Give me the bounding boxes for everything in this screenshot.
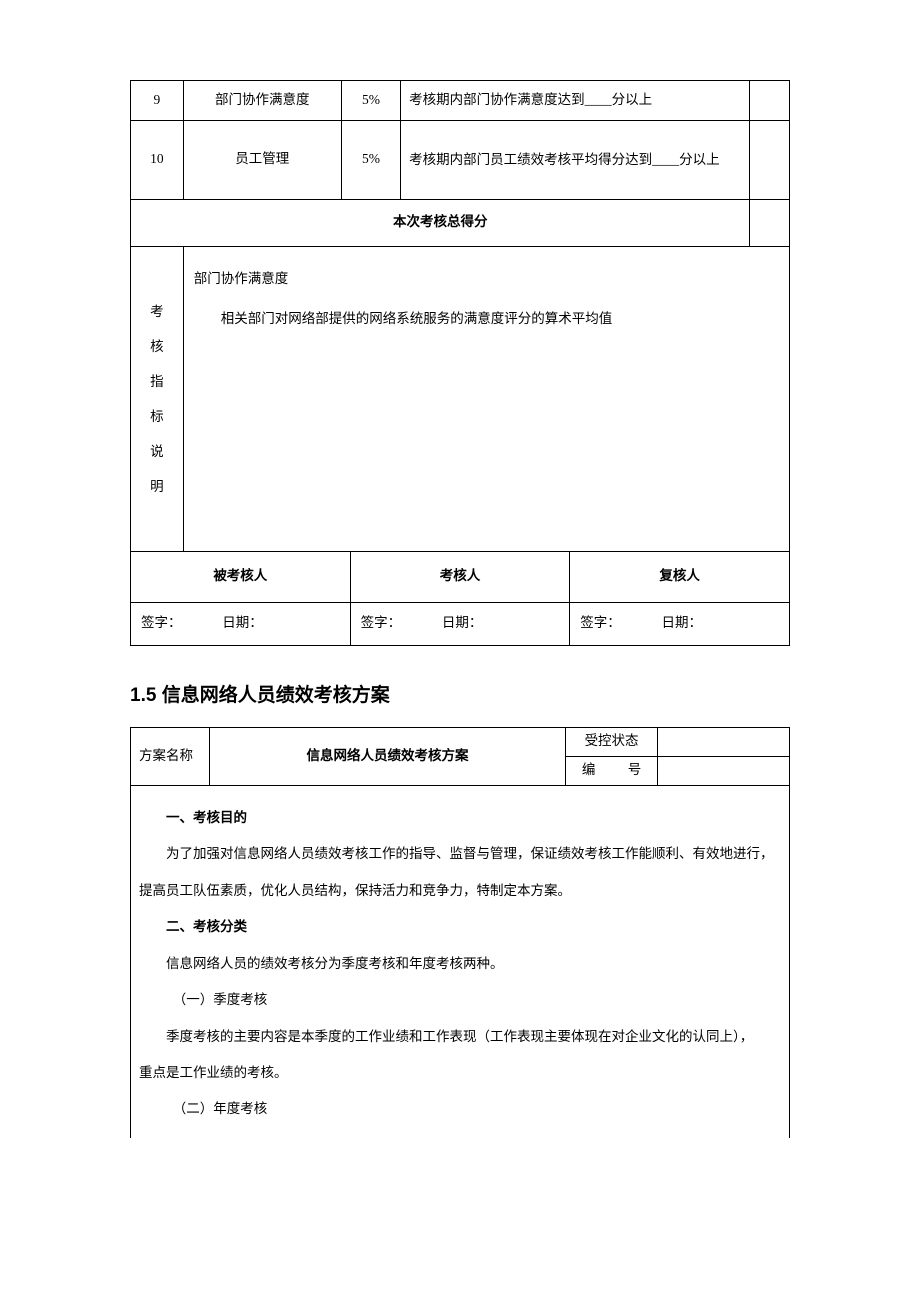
sig-fields-row: 签字： 日期： 签字： 日期： 签字： 日期： — [131, 602, 790, 645]
note-side-label: 考核指标说明 — [131, 246, 184, 551]
assessment-table: 9 部门协作满意度 5% 考核期内部门协作满意度达到____分以上 10 员工管… — [130, 80, 790, 552]
row-score — [750, 81, 790, 121]
body-heading: 二、考核分类 — [139, 909, 781, 945]
sig-cell: 签字： 日期： — [131, 602, 351, 645]
body-text: 提高员工队伍素质，优化人员结构，保持活力和竞争力，特制定本方案。 — [139, 873, 781, 909]
body-subheading: （一）季度考核 — [139, 982, 781, 1018]
body-text: 重点是工作业绩的考核。 — [139, 1055, 781, 1091]
signature-table: 被考核人 考核人 复核人 签字： 日期： 签字： 日期： 签字： 日期： — [130, 552, 790, 646]
sig-header: 被考核人 — [131, 552, 351, 603]
body-text: 为了加强对信息网络人员绩效考核工作的指导、监督与管理，保证绩效考核工作能顺利、有… — [139, 836, 781, 872]
row-item: 部门协作满意度 — [183, 81, 341, 121]
note-content: 部门协作满意度 相关部门对网络部提供的网络系统服务的满意度评分的算术平均值 — [183, 246, 789, 551]
plan-number-value — [658, 756, 790, 785]
total-label: 本次考核总得分 — [131, 199, 750, 246]
body-subheading: （二）年度考核 — [139, 1091, 781, 1127]
plan-title: 信息网络人员绩效考核方案 — [210, 727, 566, 785]
total-score — [750, 199, 790, 246]
plan-status-label: 受控状态 — [565, 727, 657, 756]
date-label: 日期： — [662, 615, 703, 630]
date-label: 日期： — [442, 615, 483, 630]
sign-label: 签字： — [141, 615, 182, 630]
row-score — [750, 120, 790, 199]
plan-name-label: 方案名称 — [131, 727, 210, 785]
section-heading: 1.5 信息网络人员绩效考核方案 — [130, 680, 790, 707]
note-title: 部门协作满意度 — [194, 259, 779, 300]
total-row: 本次考核总得分 — [131, 199, 790, 246]
sig-cell: 签字： 日期： — [570, 602, 790, 645]
row-number: 9 — [131, 81, 184, 121]
sign-label: 签字： — [361, 615, 402, 630]
row-weight: 5% — [341, 120, 400, 199]
body-heading: 一、考核目的 — [139, 800, 781, 836]
plan-body: 一、考核目的 为了加强对信息网络人员绩效考核工作的指导、监督与管理，保证绩效考核… — [131, 785, 790, 1137]
row-weight: 5% — [341, 81, 400, 121]
row-desc: 考核期内部门协作满意度达到____分以上 — [401, 81, 750, 121]
note-body: 相关部门对网络部提供的网络系统服务的满意度评分的算术平均值 — [194, 299, 779, 340]
sign-label: 签字： — [580, 615, 621, 630]
sig-cell: 签字： 日期： — [350, 602, 570, 645]
date-label: 日期： — [222, 615, 263, 630]
sig-header: 复核人 — [570, 552, 790, 603]
plan-table: 方案名称 信息网络人员绩效考核方案 受控状态 编号 一、考核目的 为了加强对信息… — [130, 727, 790, 1138]
plan-number-label: 编号 — [565, 756, 657, 785]
body-text: 信息网络人员的绩效考核分为季度考核和年度考核两种。 — [139, 946, 781, 982]
table-row: 10 员工管理 5% 考核期内部门员工绩效考核平均得分达到____分以上 — [131, 120, 790, 199]
note-row: 考核指标说明 部门协作满意度 相关部门对网络部提供的网络系统服务的满意度评分的算… — [131, 246, 790, 551]
row-desc: 考核期内部门员工绩效考核平均得分达到____分以上 — [401, 120, 750, 199]
plan-body-row: 一、考核目的 为了加强对信息网络人员绩效考核工作的指导、监督与管理，保证绩效考核… — [131, 785, 790, 1137]
plan-header-row: 方案名称 信息网络人员绩效考核方案 受控状态 — [131, 727, 790, 756]
body-text: 季度考核的主要内容是本季度的工作业绩和工作表现（工作表现主要体现在对企业文化的认… — [139, 1019, 781, 1055]
row-item: 员工管理 — [183, 120, 341, 199]
sig-header: 考核人 — [350, 552, 570, 603]
sig-header-row: 被考核人 考核人 复核人 — [131, 552, 790, 603]
row-number: 10 — [131, 120, 184, 199]
table-row: 9 部门协作满意度 5% 考核期内部门协作满意度达到____分以上 — [131, 81, 790, 121]
plan-status-value — [658, 727, 790, 756]
